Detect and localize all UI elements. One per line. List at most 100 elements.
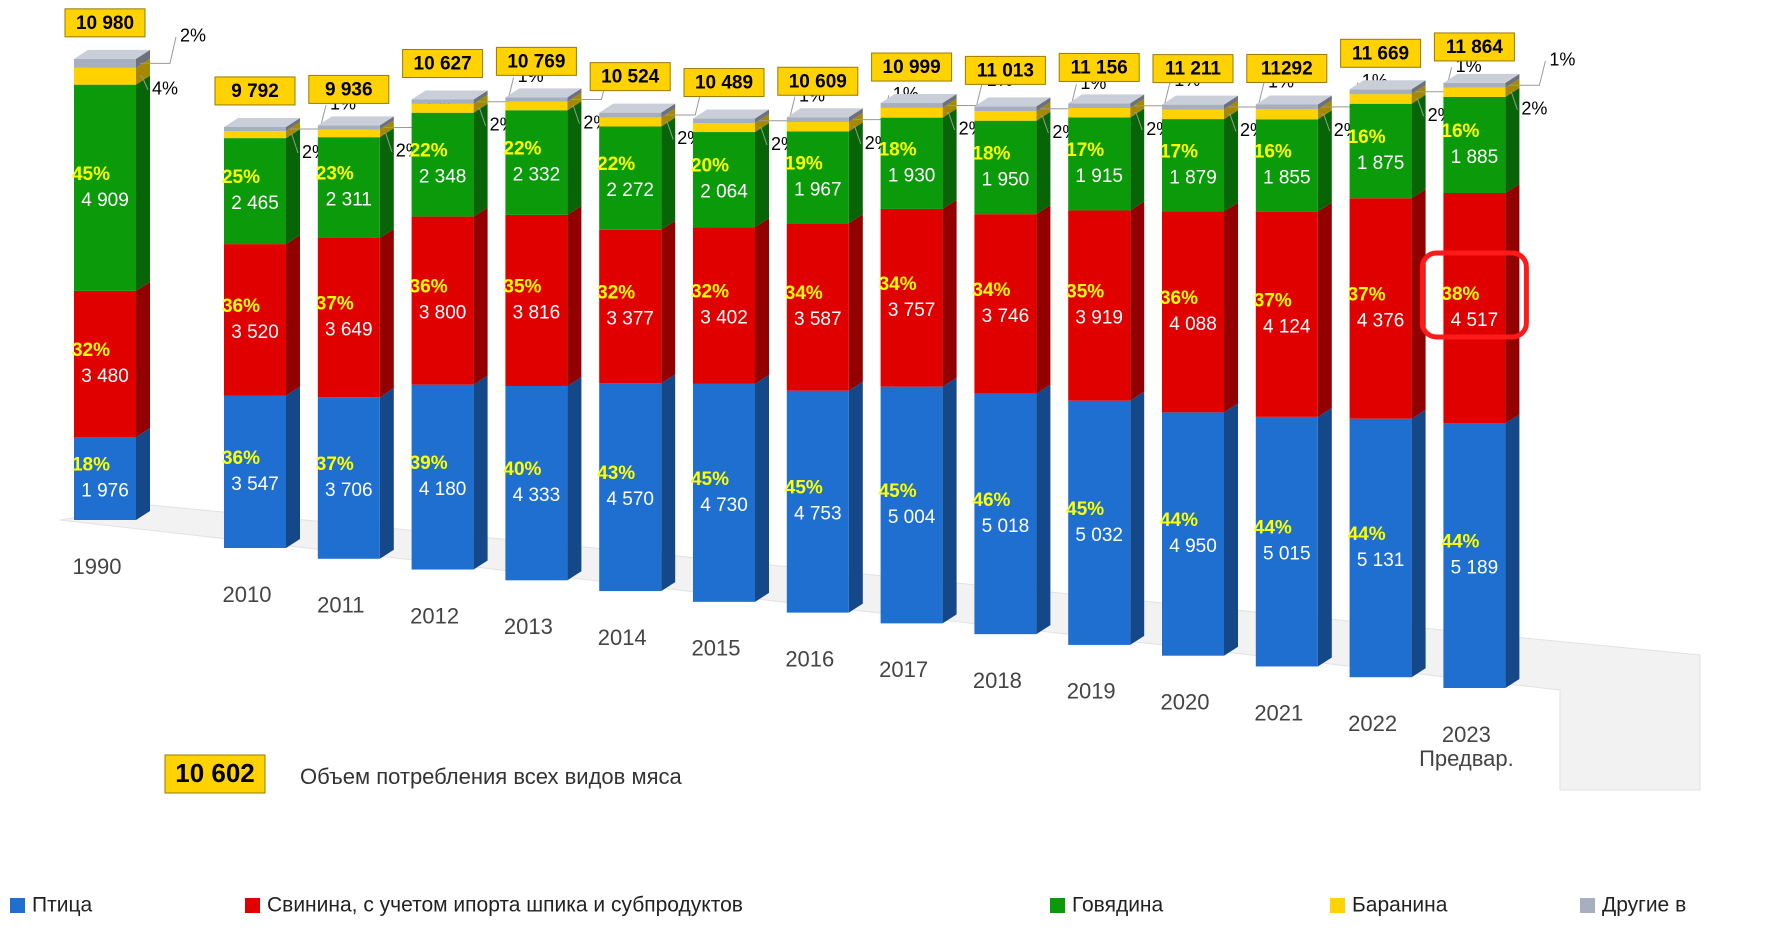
share-label: 32% [597,283,635,304]
bar-segment [786,122,849,132]
value-label: 2 272 [606,180,654,201]
value-label: 2 465 [231,193,279,214]
bar-top [1255,95,1332,105]
bar-segment [411,103,474,113]
bar-top [1068,94,1145,104]
bar-top [880,94,957,104]
total-label: 9 792 [231,81,279,102]
bar-side [286,235,300,396]
value-label: 3 816 [513,302,561,323]
share-label: 32% [72,340,110,361]
bar-segment [1068,400,1131,645]
bar-side [379,228,394,398]
bar-side [661,108,676,127]
total-label: 9 936 [325,79,373,100]
leader-line [1415,98,1425,117]
share-label: 36% [410,277,448,298]
total-box [964,55,1046,85]
share-label: 16% [1254,141,1292,162]
legend-swatch [245,898,260,913]
bar-segment [411,99,474,104]
value-label: 3 402 [700,308,748,329]
share-label: 43% [597,463,635,484]
bar-segment [505,385,568,581]
leader-line [383,132,393,152]
x-tick-label: 2011 [317,593,364,618]
share-label: 44% [1441,532,1479,553]
total-label: 11 864 [1446,37,1503,58]
value-label: 4 333 [513,485,561,506]
bar-side [567,101,582,215]
bar-segment [1162,211,1224,413]
value-label: 4 124 [1263,316,1311,337]
bar-side [848,381,863,613]
bar-side [473,103,488,217]
bar-side [567,376,582,581]
share-label: 16% [1441,121,1479,142]
bar-side [473,375,488,570]
bar-top [224,117,300,127]
bar-side [1505,73,1520,88]
bar-side [1036,205,1051,394]
total-box [777,66,859,96]
share-label: 17% [1066,140,1104,161]
share-label: 23% [316,164,354,185]
total-box [871,52,953,82]
bar-side [1130,391,1145,645]
category-note: Предвар. [1419,746,1514,771]
legend-label: Другие в [1602,894,1686,917]
bar-side [1224,202,1238,413]
bar-segment [411,112,474,217]
legend-swatch [10,898,25,913]
value-label: 4 517 [1451,310,1499,331]
bar-segment [880,208,943,387]
bar-side [136,49,150,68]
share-label: 45% [785,478,823,499]
bar-segment [974,214,1037,394]
bar-segment [1068,108,1131,118]
bar-segment [974,106,1037,112]
value-label: 1 967 [794,179,842,200]
bar-segment [317,137,380,238]
x-tick-label: 2018 [973,668,1022,693]
bar-segment [1068,210,1131,401]
value-label: 3 587 [794,309,842,330]
total-box [683,68,765,98]
share-label: 18% [72,455,110,476]
value-label: 4 753 [794,504,842,525]
bar-side [567,88,582,102]
bar-segment [693,383,755,602]
x-tick-label: 2013 [504,614,553,639]
value-label: 5 131 [1357,550,1405,571]
total-box [64,8,146,38]
bar-side [473,94,488,113]
bar-segment [599,383,662,592]
value-label: 1 915 [1075,166,1123,187]
highlight-frame [1419,250,1529,340]
leader-line [1040,115,1049,134]
bar-segment [1443,96,1506,193]
total-box [589,62,671,92]
value-label: 3 520 [231,322,279,343]
x-tick-label: 2017 [879,657,928,682]
share-label: 46% [972,490,1010,511]
share-label: 16% [1348,127,1386,148]
share-label: 22% [597,154,635,175]
bar-top [974,97,1051,107]
share-label: 17% [1160,141,1198,162]
bar-side [1224,110,1238,212]
value-label: 5 004 [888,507,936,528]
total-box [308,74,390,104]
bar-segment [1255,211,1318,417]
bar-side [661,220,676,384]
value-label: 3 547 [231,474,279,495]
x-tick-label: 2010 [223,582,272,607]
bar-segment [786,223,849,391]
leader-line [1509,60,1546,86]
leader-line [759,127,768,146]
bar-side [1317,407,1332,667]
value-label: 3 649 [325,320,373,341]
bar-side [286,386,300,548]
bar-segment [1255,119,1318,212]
